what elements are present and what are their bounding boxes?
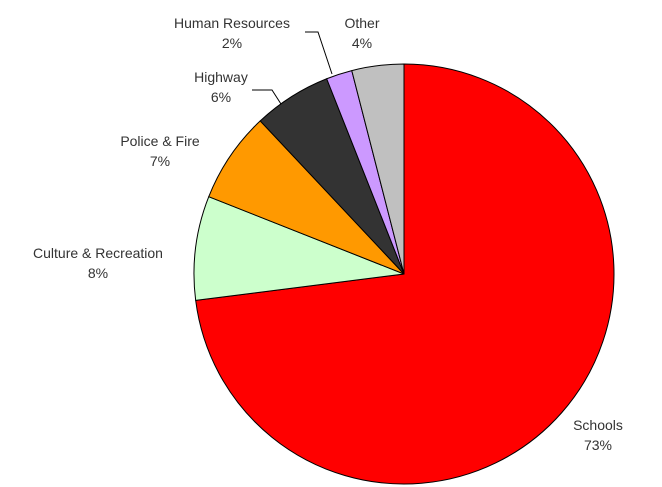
slice-label-schools: Schools 73% <box>573 417 623 453</box>
slice-label-other: Other 4% <box>344 15 379 51</box>
leader-line-highway <box>252 89 282 105</box>
pie-slice-schools <box>195 63 615 485</box>
leader-line-human-resources <box>305 31 333 75</box>
pie-slice-other <box>351 63 405 275</box>
slice-name-schools: Schools <box>573 417 623 433</box>
slice-percent-schools: 73% <box>584 437 612 453</box>
slice-percent-human-resources: 2% <box>222 35 242 51</box>
slice-name-culture-and-recreation: Culture & Recreation <box>33 245 163 261</box>
pie-slice-culture-and-recreation <box>193 196 405 301</box>
slice-percent-other: 4% <box>352 35 372 51</box>
slice-name-other: Other <box>344 15 379 31</box>
slice-percent-culture-and-recreation: 8% <box>88 265 108 281</box>
slice-name-highway: Highway <box>194 69 248 85</box>
slice-percent-police-and-fire: 7% <box>150 153 170 169</box>
slice-label-human-resources: Human Resources 2% <box>174 15 290 51</box>
slice-label-police-and-fire: Police & Fire 7% <box>120 133 200 169</box>
slice-label-culture-and-recreation: Culture & Recreation 8% <box>33 245 163 281</box>
slice-percent-highway: 6% <box>211 89 231 105</box>
slice-name-police-and-fire: Police & Fire <box>120 133 200 149</box>
slice-name-human-resources: Human Resources <box>174 15 290 31</box>
slice-label-highway: Highway 6% <box>194 69 248 105</box>
